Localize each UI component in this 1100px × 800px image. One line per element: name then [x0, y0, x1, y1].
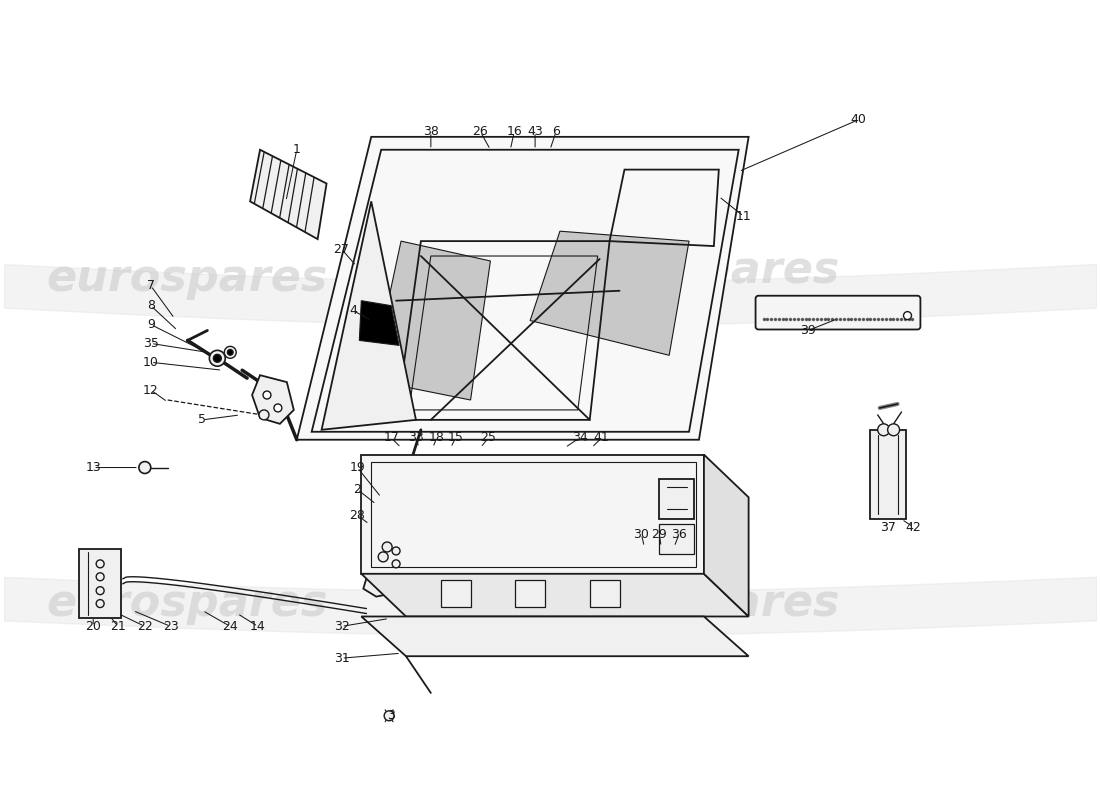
Circle shape: [888, 424, 900, 436]
Text: 13: 13: [86, 461, 101, 474]
Circle shape: [384, 711, 394, 721]
Circle shape: [378, 552, 388, 562]
Polygon shape: [515, 580, 544, 606]
Text: 26: 26: [473, 126, 488, 138]
Text: 32: 32: [333, 620, 350, 633]
Text: eurospares: eurospares: [559, 582, 839, 625]
Text: eurospares: eurospares: [559, 250, 839, 293]
Text: 41: 41: [594, 431, 609, 444]
Polygon shape: [361, 574, 749, 617]
Polygon shape: [590, 580, 619, 606]
Text: 25: 25: [481, 431, 496, 444]
Text: 38: 38: [422, 126, 439, 138]
Text: 5: 5: [198, 414, 207, 426]
Circle shape: [96, 573, 104, 581]
Text: 9: 9: [147, 318, 155, 331]
Text: 39: 39: [801, 324, 816, 337]
Polygon shape: [297, 137, 749, 440]
Circle shape: [392, 547, 400, 555]
Text: 19: 19: [350, 461, 365, 474]
Text: 17: 17: [383, 431, 399, 444]
Text: 34: 34: [572, 431, 587, 444]
Text: 37: 37: [880, 521, 895, 534]
Text: 33: 33: [408, 431, 424, 444]
Text: 10: 10: [143, 356, 158, 369]
Polygon shape: [659, 524, 694, 554]
Text: 7: 7: [146, 279, 155, 292]
Text: 21: 21: [110, 620, 125, 633]
Text: 14: 14: [250, 620, 266, 633]
Text: 40: 40: [850, 114, 866, 126]
Circle shape: [382, 542, 392, 552]
Polygon shape: [870, 430, 905, 519]
Text: 4: 4: [350, 304, 358, 317]
Text: 20: 20: [86, 620, 101, 633]
Text: 30: 30: [634, 527, 649, 541]
Polygon shape: [321, 202, 416, 430]
Text: 11: 11: [736, 210, 751, 222]
Circle shape: [258, 410, 270, 420]
Text: 35: 35: [143, 337, 158, 350]
Text: 23: 23: [163, 620, 178, 633]
Text: 15: 15: [448, 431, 463, 444]
Polygon shape: [250, 150, 327, 239]
Circle shape: [878, 424, 890, 436]
Circle shape: [213, 354, 221, 362]
Circle shape: [263, 391, 271, 399]
Circle shape: [274, 404, 282, 412]
Text: 29: 29: [651, 527, 667, 541]
Text: eurospares: eurospares: [47, 258, 328, 300]
Polygon shape: [441, 580, 471, 606]
Text: eurospares: eurospares: [47, 582, 328, 625]
Text: 27: 27: [333, 242, 350, 255]
Text: 28: 28: [350, 509, 365, 522]
Text: 3: 3: [387, 710, 395, 722]
Text: 18: 18: [429, 431, 444, 444]
Polygon shape: [372, 241, 491, 400]
Circle shape: [96, 600, 104, 607]
Text: 31: 31: [333, 652, 350, 665]
Circle shape: [392, 560, 400, 568]
Circle shape: [209, 350, 226, 366]
Polygon shape: [361, 617, 749, 656]
Text: 2: 2: [353, 483, 361, 496]
Text: 6: 6: [552, 126, 560, 138]
Text: 42: 42: [905, 521, 922, 534]
Polygon shape: [79, 549, 121, 618]
Text: 24: 24: [222, 620, 238, 633]
Text: 16: 16: [506, 126, 522, 138]
FancyBboxPatch shape: [756, 296, 921, 330]
Polygon shape: [252, 375, 294, 424]
Polygon shape: [361, 454, 704, 574]
Circle shape: [139, 462, 151, 474]
Circle shape: [228, 350, 233, 355]
Circle shape: [96, 586, 104, 594]
Text: 22: 22: [138, 620, 153, 633]
Text: 12: 12: [143, 383, 158, 397]
Polygon shape: [363, 569, 416, 597]
Text: 43: 43: [527, 126, 543, 138]
Circle shape: [903, 312, 912, 319]
Polygon shape: [659, 479, 694, 519]
Polygon shape: [530, 231, 689, 355]
Polygon shape: [360, 301, 399, 346]
Polygon shape: [704, 454, 749, 617]
Text: 1: 1: [293, 143, 300, 156]
Circle shape: [224, 346, 236, 358]
Text: 36: 36: [671, 527, 688, 541]
Text: 8: 8: [146, 299, 155, 312]
Circle shape: [96, 560, 104, 568]
